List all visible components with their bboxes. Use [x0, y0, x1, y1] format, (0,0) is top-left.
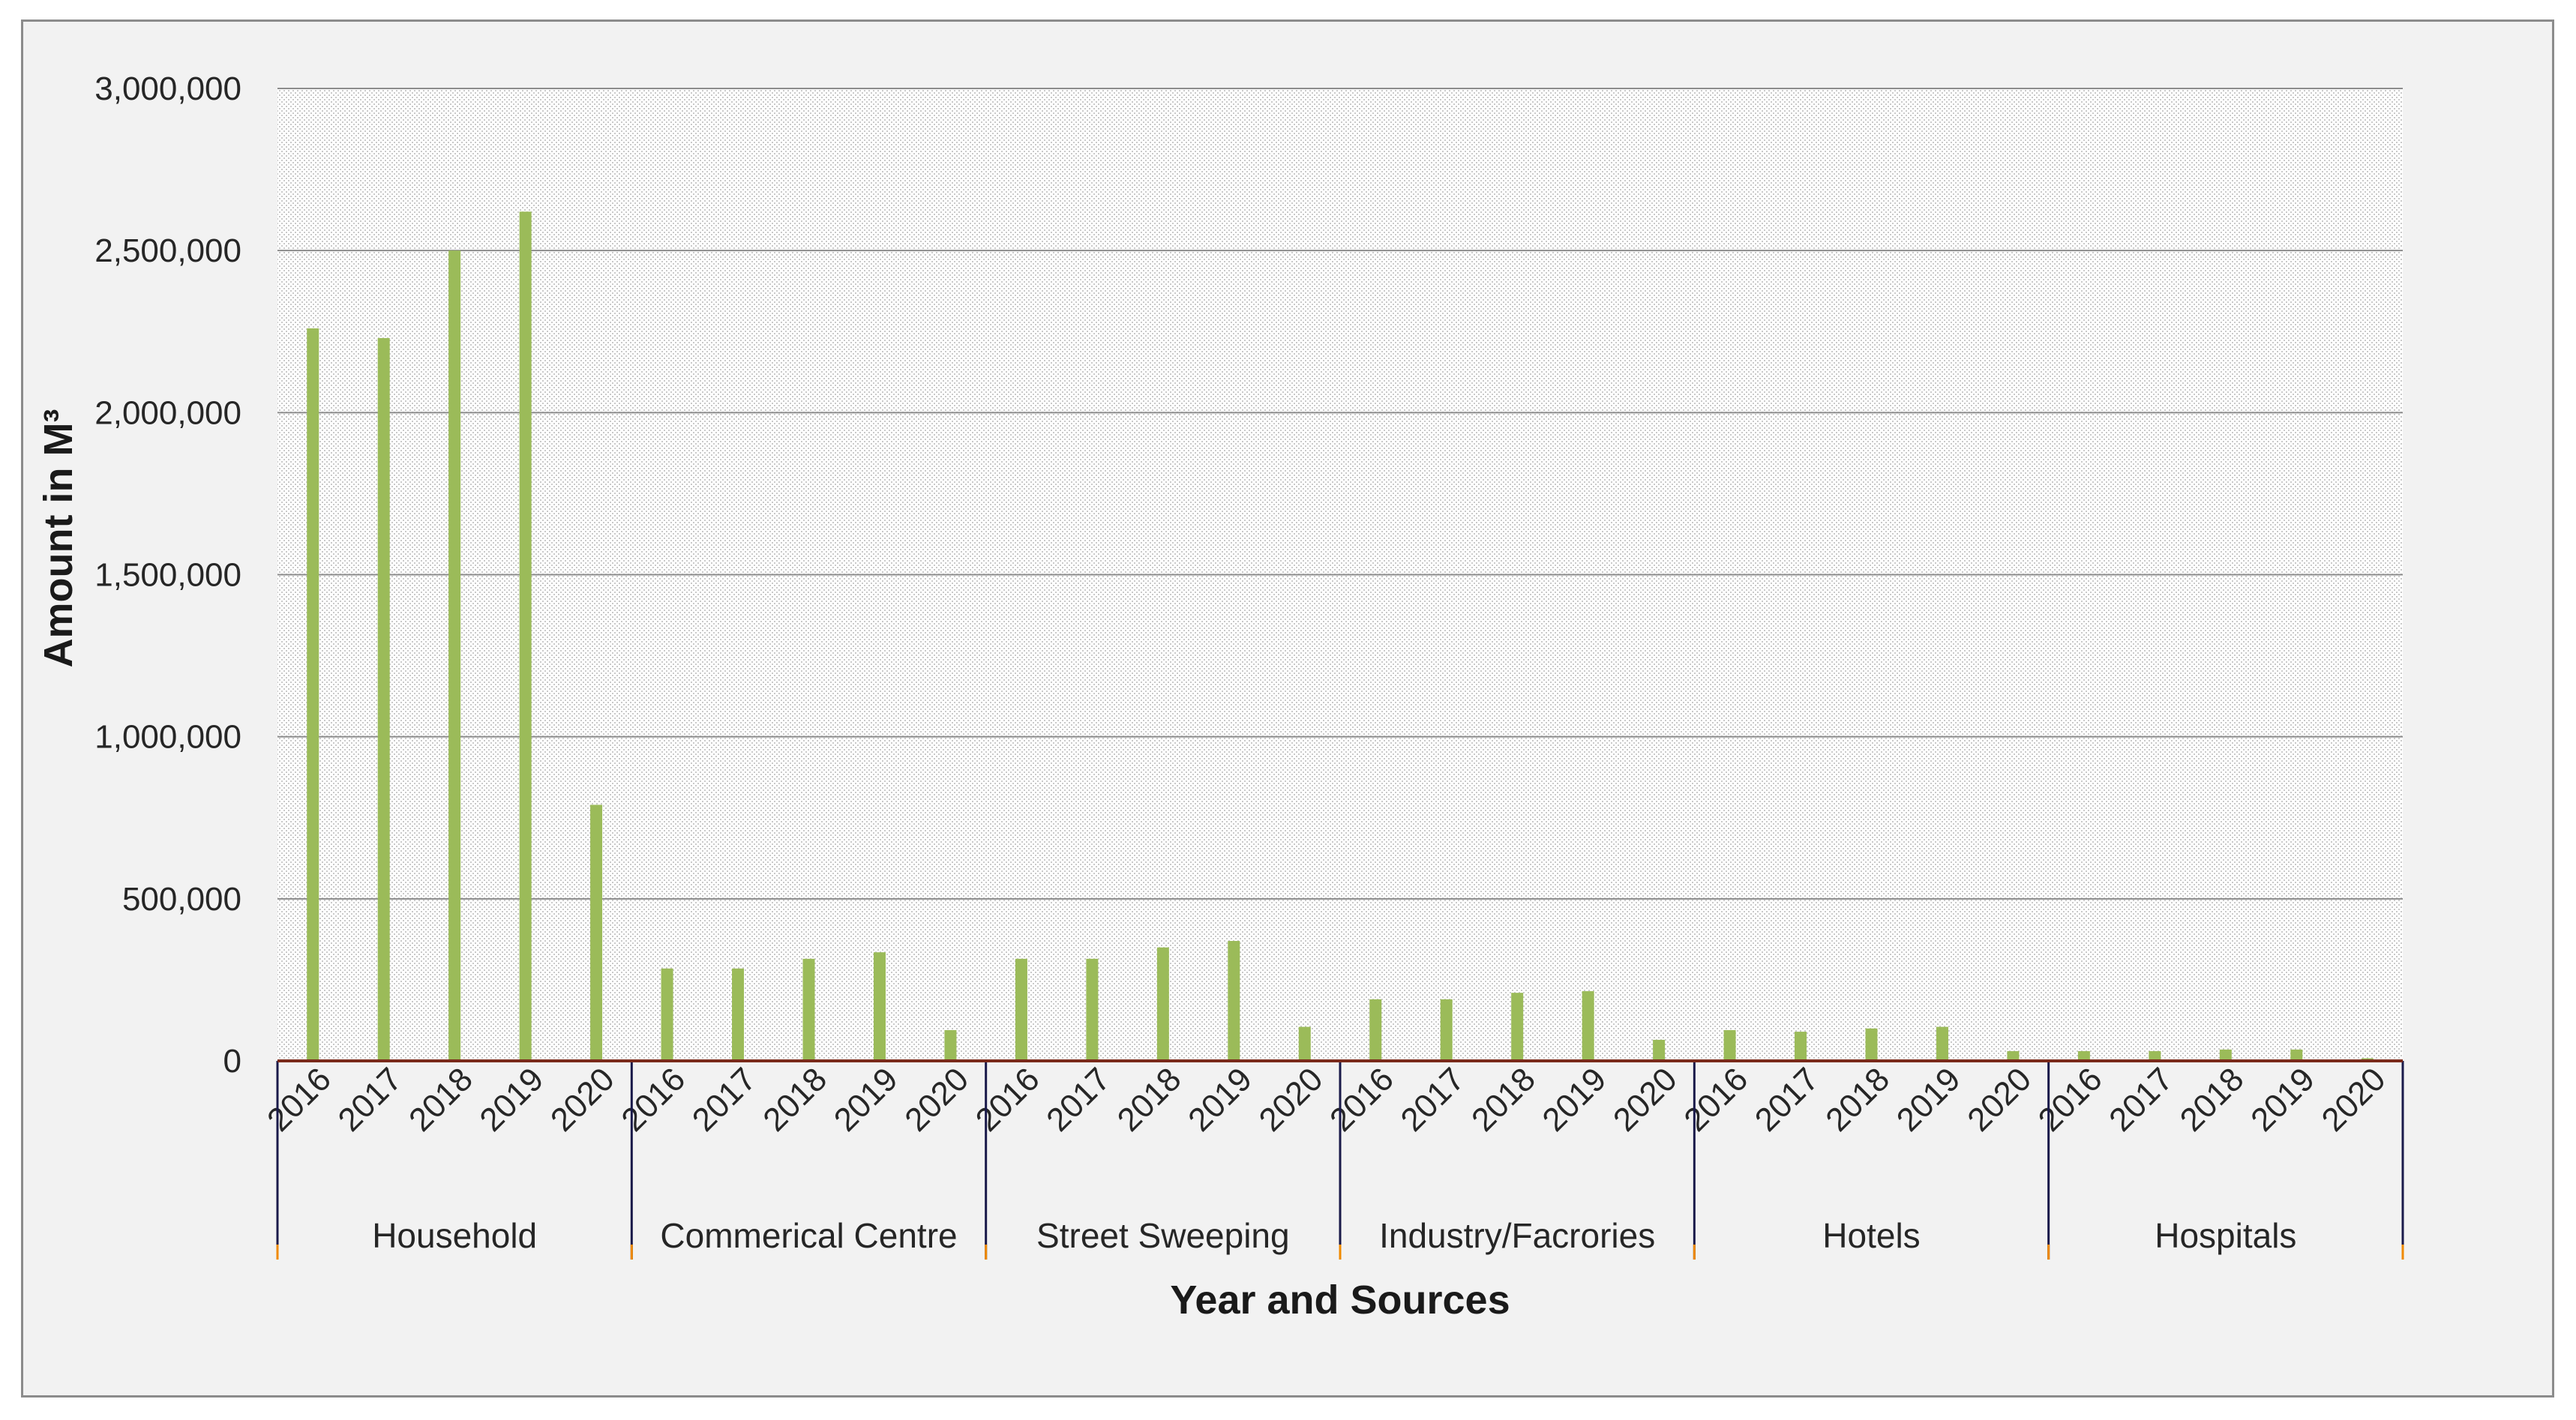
bar — [1653, 1039, 1666, 1061]
y-tick-label: 500,000 — [122, 881, 241, 918]
bar — [1936, 1026, 1948, 1061]
bar — [1582, 991, 1594, 1061]
group-label: Hospitals — [2155, 1216, 2296, 1255]
group-label: Industry/Facrories — [1379, 1216, 1655, 1255]
bar-series — [307, 211, 2374, 1062]
bar — [1228, 941, 1240, 1061]
group-label: Household — [372, 1216, 537, 1255]
y-tick-label: 1,500,000 — [94, 557, 241, 594]
bar — [873, 952, 886, 1061]
x-tick-label: 2017 — [685, 1061, 763, 1139]
x-tick-label: 2018 — [1465, 1061, 1543, 1139]
x-tick-label: 2020 — [1960, 1061, 2038, 1139]
bar — [732, 968, 745, 1061]
bar — [802, 958, 815, 1061]
bar — [2149, 1051, 2161, 1061]
bar — [448, 250, 461, 1062]
bar — [377, 337, 390, 1061]
group-label: Hotels — [1822, 1216, 1920, 1255]
bar — [1440, 999, 1453, 1061]
x-axis: 20162017201820192020Household20162017201… — [260, 1059, 2404, 1260]
x-axis-title: Year and Sources — [1170, 1278, 1510, 1323]
x-tick-label: 2018 — [756, 1061, 834, 1139]
bar — [307, 328, 319, 1062]
bar — [2219, 1049, 2232, 1061]
x-tick-label: 2018 — [1111, 1061, 1189, 1139]
x-tick-label: 2019 — [1890, 1061, 1968, 1139]
x-tick-label: 2016 — [260, 1061, 338, 1139]
y-tick-label: 2,500,000 — [94, 232, 241, 269]
x-tick-label: 2018 — [402, 1061, 480, 1139]
bar — [2007, 1051, 2020, 1061]
x-tick-label: 2016 — [1323, 1061, 1401, 1139]
bar — [1156, 947, 1169, 1061]
x-tick-label: 2020 — [898, 1061, 976, 1139]
x-tick-label: 2019 — [1535, 1061, 1613, 1139]
x-tick-label: 2017 — [1748, 1061, 1826, 1139]
x-tick-label: 2020 — [1252, 1061, 1330, 1139]
bar — [2077, 1051, 2090, 1061]
x-tick-label: 2020 — [2315, 1061, 2393, 1139]
bar — [1723, 1029, 1736, 1061]
x-tick-label: 2017 — [1039, 1061, 1117, 1139]
bar — [1865, 1028, 1878, 1061]
bar — [944, 1029, 957, 1061]
bar — [519, 211, 532, 1062]
x-tick-label: 2016 — [614, 1061, 692, 1139]
x-tick-label: 2018 — [1819, 1061, 1897, 1139]
x-tick-label: 2018 — [2173, 1061, 2251, 1139]
x-tick-label: 2017 — [1394, 1061, 1472, 1139]
bar — [590, 804, 603, 1061]
x-tick-label: 2019 — [827, 1061, 905, 1139]
y-tick-label: 2,000,000 — [94, 394, 241, 431]
x-tick-label: 2016 — [2032, 1061, 2110, 1139]
y-axis-ticks: 0 500,000 1,000,000 1,500,000 2,000,000 2,500… — [94, 70, 241, 1080]
bar — [2290, 1049, 2303, 1061]
bar — [661, 968, 673, 1061]
x-tick-label: 2020 — [544, 1061, 622, 1139]
y-tick-label: 0 — [223, 1043, 241, 1080]
x-tick-label: 2019 — [2244, 1061, 2322, 1139]
x-tick-label: 2019 — [1181, 1061, 1259, 1139]
x-tick-label: 2019 — [472, 1061, 550, 1139]
group-label: Street Sweeping — [1036, 1216, 1290, 1255]
y-axis-title: Amount in M³ — [36, 409, 81, 668]
group-label: Commerical Centre — [660, 1216, 957, 1255]
bar — [1086, 958, 1099, 1061]
x-tick-label: 2017 — [331, 1061, 409, 1139]
x-tick-label: 2016 — [1677, 1061, 1755, 1139]
gridlines — [277, 88, 2403, 900]
bar — [1369, 999, 1382, 1061]
bar — [1511, 993, 1524, 1061]
bar — [1015, 958, 1027, 1061]
y-tick-label: 3,000,000 — [94, 70, 241, 107]
bar — [1298, 1026, 1311, 1061]
x-tick-label: 2016 — [969, 1061, 1047, 1139]
bar — [1795, 1032, 1807, 1061]
x-tick-label: 2020 — [1606, 1061, 1684, 1139]
y-tick-label: 1,000,000 — [94, 719, 241, 756]
x-tick-label: 2017 — [2102, 1061, 2180, 1139]
